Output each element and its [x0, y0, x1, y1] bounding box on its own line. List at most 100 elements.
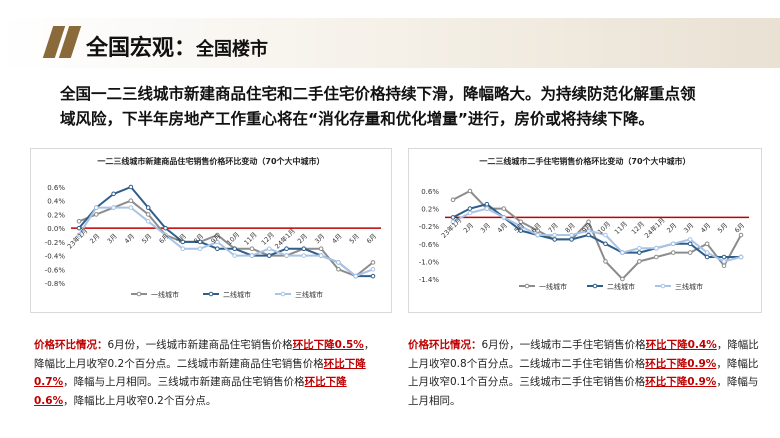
y-tick-label: -0.2% — [45, 239, 66, 247]
chart-resale-homes: 一二三线城市二手住宅销售价格环比变动（70个大中城市） 0.6% 0.2% -0.2%… — [408, 148, 762, 313]
data-point — [128, 184, 134, 190]
lead-line-2: 域风险，下半年房地产工作重心将在“消化存量和优化增量”进行，房价或将持续下降。 — [60, 110, 654, 128]
data-point — [318, 246, 324, 252]
x-tick-label: 23年1月 — [65, 226, 89, 250]
data-point — [569, 237, 574, 242]
data-point — [687, 237, 693, 242]
data-point — [721, 263, 727, 269]
data-point — [215, 232, 220, 238]
data-point — [637, 259, 642, 264]
data-point — [586, 219, 591, 225]
data-point — [637, 245, 642, 251]
data-point — [721, 254, 727, 260]
data-point — [215, 246, 220, 252]
y-tick-label: -0.2% — [419, 223, 440, 231]
data-point — [301, 246, 307, 252]
note-highlight: 环比下降0.5% — [292, 339, 364, 351]
data-point — [603, 232, 608, 238]
legend-marker — [660, 283, 666, 289]
legend-label: 三线城市 — [675, 282, 703, 291]
y-tick-label: -0.4% — [45, 253, 66, 261]
y-tick-label: -0.6% — [45, 266, 66, 274]
y-tick-label: 0.4% — [47, 198, 65, 206]
page-title-sub: 全国楼市 — [196, 39, 269, 60]
data-point — [215, 239, 220, 245]
data-point — [603, 241, 608, 247]
legend-marker — [208, 291, 214, 297]
x-tick-label: 3月 — [313, 232, 326, 245]
note-text: 6月份，一线城市新建商品住宅销售价格 — [107, 339, 293, 351]
data-point — [467, 210, 473, 216]
data-point — [518, 223, 524, 229]
x-tick-label: 11月 — [242, 231, 258, 247]
data-point — [163, 232, 168, 238]
x-tick-label: 3月 — [106, 232, 119, 245]
x-tick-label: 4月 — [496, 221, 509, 234]
x-tick-label: 10月 — [225, 231, 241, 247]
data-point — [180, 246, 186, 252]
lead-paragraph: 全国一二三线城市新建商品住宅和二手住宅价格持续下滑，降幅略大。为持续防范化解重点… — [60, 82, 740, 132]
chart-title: 一二三线城市新建商品住宅销售价格环比变动（70个大中城市） — [97, 156, 324, 166]
legend-label: 二线城市 — [223, 290, 251, 299]
chart-title: 一二三线城市二手住宅销售价格环比变动（70个大中城市） — [479, 156, 690, 166]
data-point — [197, 246, 203, 252]
note-text: ，降幅比上月收窄0.2个百分点。 — [63, 394, 217, 407]
data-point — [76, 218, 82, 224]
note-text: 6月份，一线城市二手住宅销售价格 — [481, 339, 646, 351]
y-tick-label: -1.4% — [419, 276, 440, 284]
data-point — [450, 215, 456, 220]
data-point — [620, 250, 625, 255]
series-line — [78, 199, 374, 278]
x-tick-label: 6月 — [158, 232, 171, 245]
data-point — [687, 250, 693, 255]
data-point — [501, 215, 507, 220]
page-title: 全国宏观：全国楼市 — [86, 30, 268, 62]
lead-line-1: 全国一二三线城市新建商品住宅和二手住宅价格持续下滑，降幅略大。为持续防范化解重点… — [60, 85, 696, 103]
x-tick-label: 5月 — [348, 232, 361, 245]
chart-new-homes: 一二三线城市新建商品住宅销售价格环比变动（70个大中城市） 0.6% 0.4% 0.2… — [30, 148, 392, 313]
data-point — [535, 232, 541, 238]
y-tick-label: -0.6% — [419, 241, 440, 249]
x-tick-label: 5月 — [716, 221, 729, 234]
data-point — [336, 260, 341, 265]
legend-marker — [280, 291, 286, 297]
chart-resale-homes-svg: 一二三线城市二手住宅销售价格环比变动（70个大中城市） 0.6% 0.2% -0.2%… — [419, 156, 749, 291]
header-band — [0, 18, 780, 68]
data-point — [501, 206, 507, 211]
note-new-homes: 价格环比情况：6月份，一线城市新建商品住宅销售价格环比下降0.5%，降幅比上月收… — [34, 336, 384, 410]
note-text: ，降幅比上月收窄0.8个百分点。二线城市二手住宅销售价格 — [408, 339, 759, 370]
x-tick-label: 11月 — [613, 220, 629, 236]
data-point — [111, 205, 116, 210]
data-point — [738, 232, 744, 238]
legend-label: 一线城市 — [539, 282, 567, 291]
x-tick-label: 4月 — [123, 232, 136, 245]
x-tick-label: 8月 — [564, 221, 577, 234]
chart-new-homes-svg: 一二三线城市新建商品住宅销售价格环比变动（70个大中城市） 0.6% 0.4% 0.2… — [45, 156, 381, 299]
data-point — [145, 218, 151, 224]
y-tick-label: 0.6% — [421, 188, 439, 196]
data-point — [535, 228, 541, 233]
y-tick-label: 0.2% — [47, 211, 65, 219]
data-point — [145, 212, 151, 217]
series-line — [78, 186, 373, 278]
x-tick-label: 2月 — [665, 221, 678, 234]
note-highlight: 环比下降0.7% — [34, 357, 366, 389]
legend-marker — [592, 283, 598, 289]
data-point — [738, 254, 744, 260]
y-tick-label: 0.2% — [421, 206, 439, 214]
data-point — [637, 250, 642, 255]
data-point — [704, 254, 710, 260]
data-point — [653, 254, 659, 260]
y-tick-label: -1.0% — [419, 258, 440, 266]
x-tick-label: 3月 — [479, 221, 492, 234]
series-line — [78, 206, 374, 278]
data-point — [336, 266, 341, 272]
data-point — [301, 253, 307, 258]
x-tick-label: 6月 — [733, 221, 746, 234]
data-point — [232, 253, 237, 258]
y-tick-label: 0.0% — [47, 225, 65, 233]
x-tick-label: 5月 — [140, 232, 153, 245]
data-point — [370, 273, 376, 279]
note-text: ，降幅比上月收窄0.1个百分点。三线城市二手住宅销售价格 — [408, 357, 759, 389]
x-tick-label: 24年1月 — [273, 226, 297, 250]
